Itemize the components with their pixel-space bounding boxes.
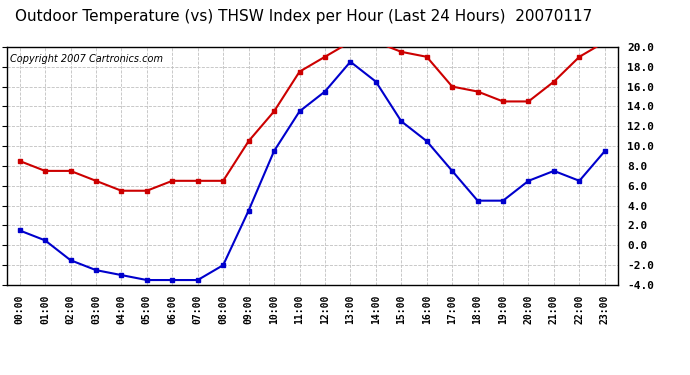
Text: Outdoor Temperature (vs) THSW Index per Hour (Last 24 Hours)  20070117: Outdoor Temperature (vs) THSW Index per …	[15, 9, 592, 24]
Text: Copyright 2007 Cartronics.com: Copyright 2007 Cartronics.com	[10, 54, 163, 64]
